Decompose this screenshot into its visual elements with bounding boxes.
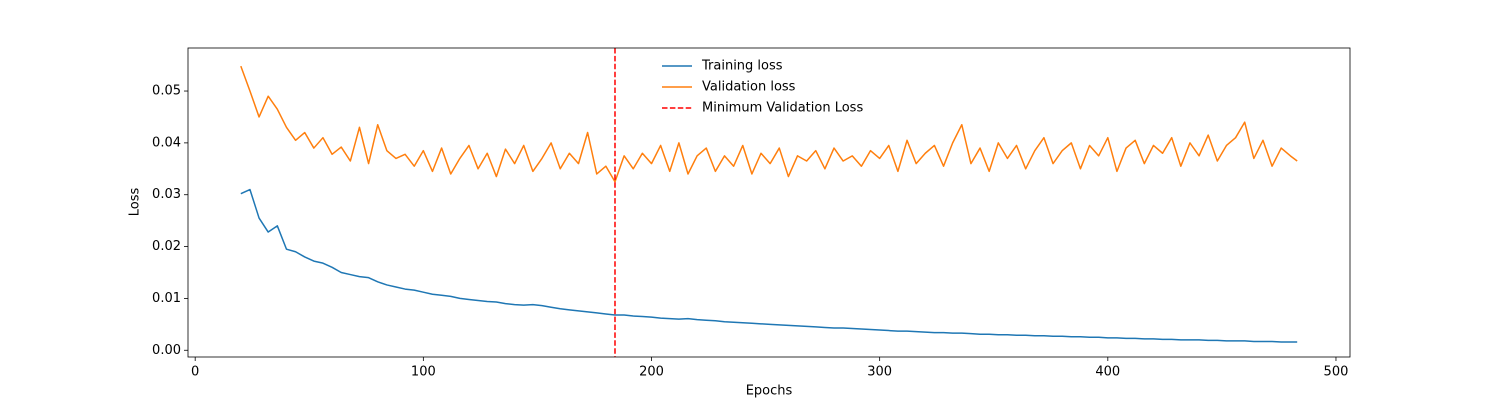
series-line [240,188,1298,343]
y-tick-label: 0.03 [152,187,181,202]
y-tick-label: 0.04 [152,135,181,150]
x-axis-label: Epochs [746,384,793,399]
y-tick-label: 0.01 [152,291,181,306]
x-tick-label: 100 [411,365,436,380]
x-tick-label: 500 [1324,365,1349,380]
y-tick-label: 0.02 [152,239,181,254]
series-line [240,65,1298,183]
legend-label: Validation loss [702,80,796,95]
y-tick-label: 0.05 [152,84,181,99]
legend-label: Minimum Validation Loss [702,101,863,116]
legend-label: Training loss [701,59,783,74]
x-tick-label: 200 [639,365,664,380]
y-axis-label: Loss [128,188,143,217]
y-tick-label: 0.00 [152,343,181,358]
x-tick-label: 400 [1095,365,1120,380]
x-tick-label: 0 [191,365,199,380]
x-tick-label: 300 [867,365,892,380]
axes-frame [187,47,1351,358]
